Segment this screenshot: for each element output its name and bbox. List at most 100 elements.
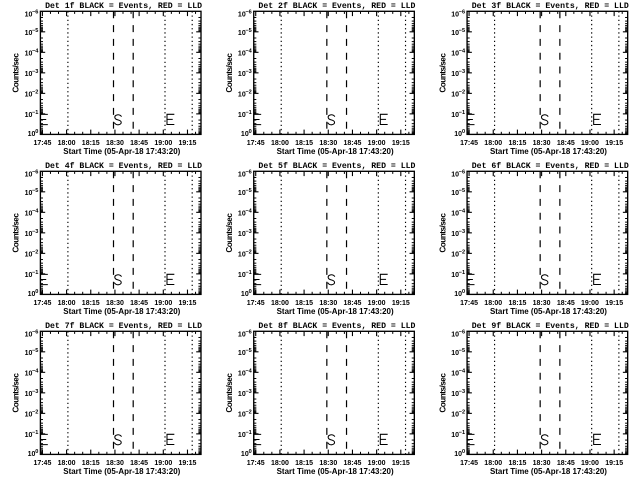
- svg-text:Counts/sec: Counts/sec: [438, 213, 447, 253]
- svg-text:18:30: 18:30: [106, 140, 124, 147]
- svg-text:17:45: 17:45: [460, 300, 478, 307]
- svg-text:10: 10: [238, 12, 246, 19]
- svg-text:−4: −4: [32, 208, 39, 214]
- svg-text:19:00: 19:00: [581, 460, 599, 467]
- svg-text:−6: −6: [32, 169, 38, 175]
- svg-text:18:30: 18:30: [319, 460, 337, 467]
- svg-text:10: 10: [451, 332, 459, 339]
- svg-text:−1: −1: [32, 430, 38, 436]
- svg-text:Start Time (05-Apr-18 17:43:20: Start Time (05-Apr-18 17:43:20): [490, 307, 607, 316]
- svg-text:10: 10: [25, 190, 33, 197]
- svg-text:10: 10: [451, 12, 459, 19]
- svg-text:Start Time (05-Apr-18 17:43:20: Start Time (05-Apr-18 17:43:20): [63, 307, 180, 316]
- svg-text:−4: −4: [459, 208, 466, 214]
- svg-text:Det 9f BLACK = Events, RED = L: Det 9f BLACK = Events, RED = LLD: [472, 321, 629, 331]
- svg-text:10: 10: [454, 451, 462, 458]
- svg-text:10: 10: [238, 412, 246, 419]
- svg-text:18:15: 18:15: [82, 300, 100, 307]
- svg-text:−3: −3: [245, 229, 251, 235]
- svg-text:−6: −6: [245, 329, 251, 335]
- svg-text:−1: −1: [245, 270, 251, 276]
- svg-text:−1: −1: [459, 430, 465, 436]
- svg-text:−3: −3: [459, 229, 465, 235]
- svg-text:17:45: 17:45: [247, 300, 265, 307]
- svg-text:17:45: 17:45: [247, 140, 265, 147]
- svg-text:−6: −6: [459, 169, 465, 175]
- svg-text:10: 10: [238, 432, 246, 439]
- svg-text:10: 10: [238, 272, 246, 279]
- svg-text:18:15: 18:15: [82, 460, 100, 467]
- svg-text:10: 10: [25, 51, 33, 58]
- svg-text:10: 10: [451, 272, 459, 279]
- svg-text:18:45: 18:45: [130, 300, 148, 307]
- svg-text:18:30: 18:30: [533, 460, 551, 467]
- svg-text:18:45: 18:45: [343, 300, 361, 307]
- svg-text:18:45: 18:45: [130, 140, 148, 147]
- svg-text:10: 10: [451, 172, 459, 179]
- svg-text:−1: −1: [32, 270, 38, 276]
- svg-text:10: 10: [25, 92, 33, 99]
- svg-text:18:30: 18:30: [533, 300, 551, 307]
- svg-text:18:15: 18:15: [295, 300, 313, 307]
- svg-text:10: 10: [454, 291, 462, 298]
- svg-text:−4: −4: [459, 368, 466, 374]
- svg-text:−3: −3: [245, 69, 251, 75]
- svg-text:10: 10: [241, 451, 249, 458]
- svg-text:19:00: 19:00: [581, 140, 599, 147]
- svg-text:19:15: 19:15: [392, 140, 410, 147]
- svg-text:−6: −6: [245, 9, 251, 15]
- svg-text:18:00: 18:00: [58, 300, 76, 307]
- svg-text:18:00: 18:00: [484, 300, 502, 307]
- svg-text:10: 10: [28, 291, 36, 298]
- svg-text:10: 10: [451, 190, 459, 197]
- svg-text:10: 10: [25, 252, 33, 259]
- svg-text:18:15: 18:15: [508, 460, 526, 467]
- svg-text:Counts/sec: Counts/sec: [225, 53, 234, 93]
- svg-text:18:00: 18:00: [271, 460, 289, 467]
- svg-text:−2: −2: [245, 409, 251, 415]
- svg-text:−6: −6: [459, 9, 465, 15]
- svg-text:18:30: 18:30: [319, 140, 337, 147]
- svg-text:10: 10: [451, 92, 459, 99]
- svg-text:18:00: 18:00: [271, 300, 289, 307]
- svg-text:18:15: 18:15: [508, 140, 526, 147]
- svg-text:17:45: 17:45: [33, 140, 51, 147]
- svg-text:18:45: 18:45: [557, 140, 575, 147]
- svg-text:−2: −2: [245, 89, 251, 95]
- svg-text:10: 10: [25, 30, 33, 37]
- svg-text:Start Time (05-Apr-18 17:43:20: Start Time (05-Apr-18 17:43:20): [277, 307, 394, 316]
- svg-text:−4: −4: [459, 48, 466, 54]
- svg-text:17:45: 17:45: [460, 140, 478, 147]
- svg-text:19:00: 19:00: [368, 300, 386, 307]
- svg-text:−2: −2: [32, 89, 38, 95]
- svg-text:−5: −5: [459, 188, 465, 194]
- svg-text:Det 8f BLACK = Events, RED = L: Det 8f BLACK = Events, RED = LLD: [258, 321, 415, 331]
- svg-text:10: 10: [451, 211, 459, 218]
- svg-text:Det 7f BLACK = Events, RED = L: Det 7f BLACK = Events, RED = LLD: [45, 321, 202, 331]
- svg-text:−3: −3: [459, 389, 465, 395]
- svg-text:19:00: 19:00: [368, 460, 386, 467]
- svg-text:−4: −4: [245, 48, 252, 54]
- svg-text:−5: −5: [32, 28, 38, 34]
- svg-text:10: 10: [28, 451, 36, 458]
- svg-text:18:00: 18:00: [58, 460, 76, 467]
- svg-text:10: 10: [25, 112, 33, 119]
- svg-text:10: 10: [25, 350, 33, 357]
- svg-text:−2: −2: [459, 89, 465, 95]
- svg-text:10: 10: [451, 30, 459, 37]
- svg-text:18:15: 18:15: [82, 140, 100, 147]
- svg-text:−6: −6: [32, 329, 38, 335]
- svg-text:10: 10: [25, 272, 33, 279]
- svg-text:10: 10: [25, 71, 33, 78]
- svg-text:−3: −3: [32, 389, 38, 395]
- svg-text:18:30: 18:30: [319, 300, 337, 307]
- svg-text:−3: −3: [32, 229, 38, 235]
- svg-text:17:45: 17:45: [460, 460, 478, 467]
- svg-text:18:45: 18:45: [343, 140, 361, 147]
- svg-text:10: 10: [451, 71, 459, 78]
- svg-text:10: 10: [238, 252, 246, 259]
- svg-text:18:45: 18:45: [343, 460, 361, 467]
- svg-text:Det 6f BLACK = Events, RED = L: Det 6f BLACK = Events, RED = LLD: [472, 161, 629, 171]
- svg-text:10: 10: [238, 332, 246, 339]
- svg-text:−5: −5: [459, 28, 465, 34]
